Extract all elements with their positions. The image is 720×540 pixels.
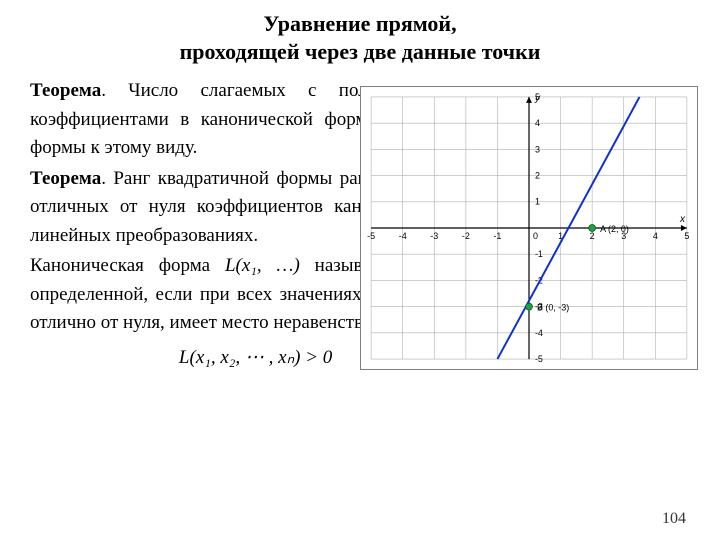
svg-text:-5: -5 — [535, 354, 543, 364]
line-chart: -5-4-3-2-112345-5-4-3-2-1123450xyA (2, 0… — [360, 86, 698, 370]
formula-left: L(x₁, x₂, ⋯ , xₙ) > 0 — [179, 347, 332, 368]
svg-text:2: 2 — [590, 231, 595, 241]
svg-text:y: y — [534, 93, 541, 104]
p3-a: Каноническая форма — [30, 255, 225, 276]
theorem-2-label: Теорема — [30, 168, 101, 189]
svg-text:x: x — [679, 214, 686, 225]
svg-text:-4: -4 — [535, 328, 543, 338]
title-line-1: Уравнение прямой, — [263, 11, 456, 36]
p3-formula-mid: L(x₁, …) — [225, 255, 300, 276]
svg-text:-5: -5 — [367, 231, 375, 241]
slide-title: Уравнение прямой, проходящей через две д… — [30, 10, 690, 65]
svg-text:4: 4 — [535, 118, 540, 128]
svg-text:2: 2 — [535, 171, 540, 181]
svg-text:-4: -4 — [399, 231, 407, 241]
svg-text:-1: -1 — [493, 231, 501, 241]
svg-text:B (0, -3): B (0, -3) — [537, 303, 569, 313]
svg-text:-3: -3 — [430, 231, 438, 241]
theorem-1-label: Теорема — [30, 80, 101, 101]
page-number: 104 — [662, 510, 686, 528]
svg-text:4: 4 — [653, 231, 658, 241]
svg-text:-2: -2 — [462, 231, 470, 241]
svg-text:0: 0 — [533, 231, 538, 241]
svg-text:A (2, 0): A (2, 0) — [600, 224, 629, 234]
svg-text:3: 3 — [535, 144, 540, 154]
svg-text:5: 5 — [684, 231, 689, 241]
svg-text:1: 1 — [535, 197, 540, 207]
svg-text:-1: -1 — [535, 249, 543, 259]
title-line-2: проходящей через две данные точки — [180, 39, 541, 64]
